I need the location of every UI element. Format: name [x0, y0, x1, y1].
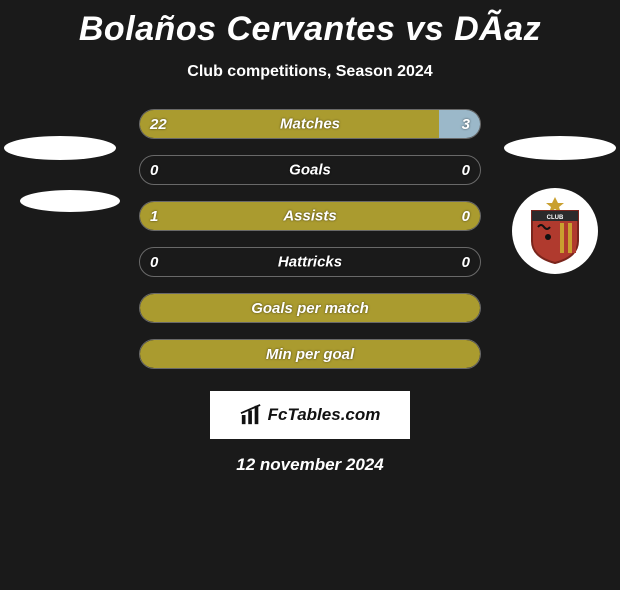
- fctables-label: FcTables.com: [268, 405, 381, 425]
- stat-value-right: 0: [452, 208, 480, 225]
- stat-segment-right: 3: [439, 110, 480, 138]
- stat-segment-left: 0: [140, 248, 310, 276]
- shield-icon: CLUB: [526, 197, 584, 265]
- stat-label: Goals per match: [251, 300, 369, 317]
- stat-row: 00Goals: [139, 155, 481, 185]
- stat-value-right: 0: [452, 162, 480, 179]
- stat-row: Goals per match: [139, 293, 481, 323]
- page-title: Bolaños Cervantes vs DÃaz: [0, 10, 620, 49]
- stat-row: 00Hattricks: [139, 247, 481, 277]
- stat-value-right: 0: [452, 254, 480, 271]
- stat-label: Min per goal: [266, 346, 354, 363]
- stat-segment-right: 0: [310, 248, 480, 276]
- date-label: 12 november 2024: [0, 455, 620, 475]
- stat-segment-left: 22: [140, 110, 439, 138]
- stat-value-left: 0: [140, 254, 168, 271]
- stat-full-bar: Goals per match: [140, 294, 480, 322]
- fctables-watermark: FcTables.com: [210, 391, 410, 439]
- stat-segment-left: 0: [140, 156, 310, 184]
- stat-segment-left: 1: [140, 202, 480, 230]
- decorative-ellipse-mid-left: [20, 190, 120, 212]
- page-subtitle: Club competitions, Season 2024: [0, 63, 620, 81]
- stat-value-right: 3: [452, 116, 480, 133]
- stat-full-bar: Min per goal: [140, 340, 480, 368]
- svg-text:CLUB: CLUB: [547, 215, 564, 221]
- decorative-ellipse-top-right: [504, 136, 616, 160]
- club-badge: CLUB: [512, 188, 598, 274]
- stat-row: 10Assists: [139, 201, 481, 231]
- stat-value-left: 0: [140, 162, 168, 179]
- decorative-ellipse-top-left: [4, 136, 116, 160]
- stat-row: 223Matches: [139, 109, 481, 139]
- stat-row: Min per goal: [139, 339, 481, 369]
- stat-value-left: 1: [140, 208, 168, 225]
- bar-chart-icon: [240, 404, 262, 426]
- stat-segment-right: 0: [310, 156, 480, 184]
- stat-value-left: 22: [140, 116, 177, 133]
